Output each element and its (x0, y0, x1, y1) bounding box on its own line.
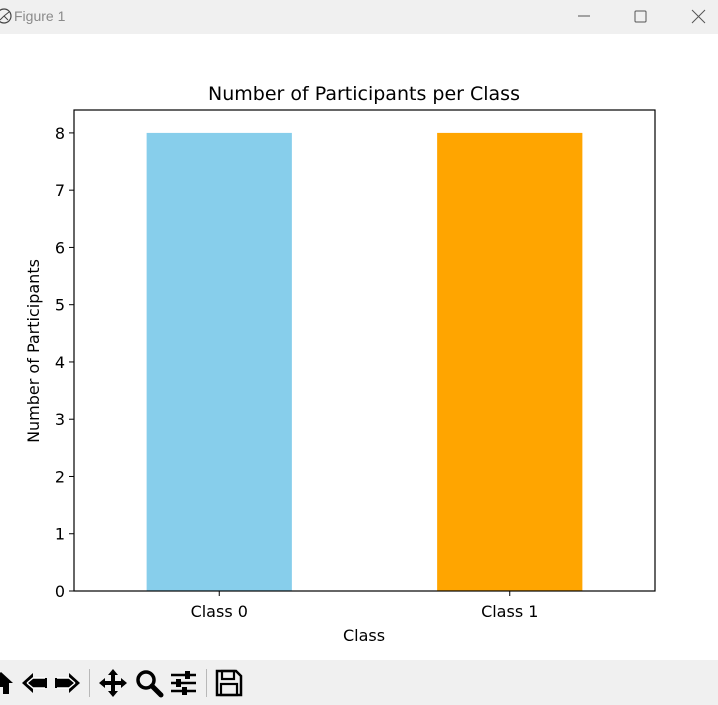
y-tick-label: 0 (55, 582, 65, 601)
x-tick-label: Class 1 (481, 602, 538, 621)
configure-subplots-button[interactable] (169, 668, 199, 698)
y-tick-label: 4 (55, 353, 65, 372)
toolbar-separator (89, 669, 90, 697)
close-icon (691, 9, 706, 24)
back-icon (22, 673, 47, 693)
window-title: Figure 1 (14, 8, 66, 24)
back-button[interactable] (20, 668, 50, 698)
matplotlib-icon (0, 8, 12, 24)
configure-subplots-icon (171, 671, 196, 695)
y-tick-label: 1 (55, 525, 65, 544)
zoom-button[interactable] (134, 668, 164, 698)
home-icon (0, 672, 13, 694)
figure-canvas: Number of Participants per Class 0 1 2 3 4 5 6… (0, 34, 718, 660)
forward-icon (55, 673, 80, 693)
bar-class-0 (146, 132, 292, 591)
toolbar-separator (206, 669, 207, 697)
pan-icon (99, 669, 127, 697)
x-axis-label: Class (343, 626, 385, 645)
y-tick-label: 5 (55, 296, 65, 315)
maximize-button[interactable] (613, 0, 669, 34)
home-button[interactable] (0, 668, 16, 698)
y-tick-label: 8 (55, 124, 65, 143)
minimize-button[interactable] (556, 0, 612, 34)
close-button[interactable] (671, 0, 718, 34)
y-axis-label: Number of Participants (24, 259, 43, 443)
maximize-icon (634, 10, 647, 23)
y-tick-label: 7 (55, 181, 65, 200)
chart-title: Number of Participants per Class (208, 83, 520, 105)
y-tick-label: 2 (55, 467, 65, 486)
x-tick-label: Class 0 (191, 602, 248, 621)
pan-button[interactable] (98, 668, 128, 698)
save-button[interactable] (214, 668, 244, 698)
title-bar: Figure 1 (0, 0, 718, 34)
zoom-icon (136, 670, 164, 698)
forward-button[interactable] (52, 668, 82, 698)
bar-class-1 (437, 132, 583, 591)
navigation-toolbar (0, 660, 718, 705)
bar-chart: Number of Participants per Class 0 1 2 3 4 5 6… (24, 83, 656, 645)
minimize-icon (578, 15, 590, 17)
y-tick-label: 6 (55, 238, 65, 257)
save-icon (215, 669, 243, 697)
y-tick-label: 3 (55, 410, 65, 429)
plot-area-frame (73, 109, 656, 592)
